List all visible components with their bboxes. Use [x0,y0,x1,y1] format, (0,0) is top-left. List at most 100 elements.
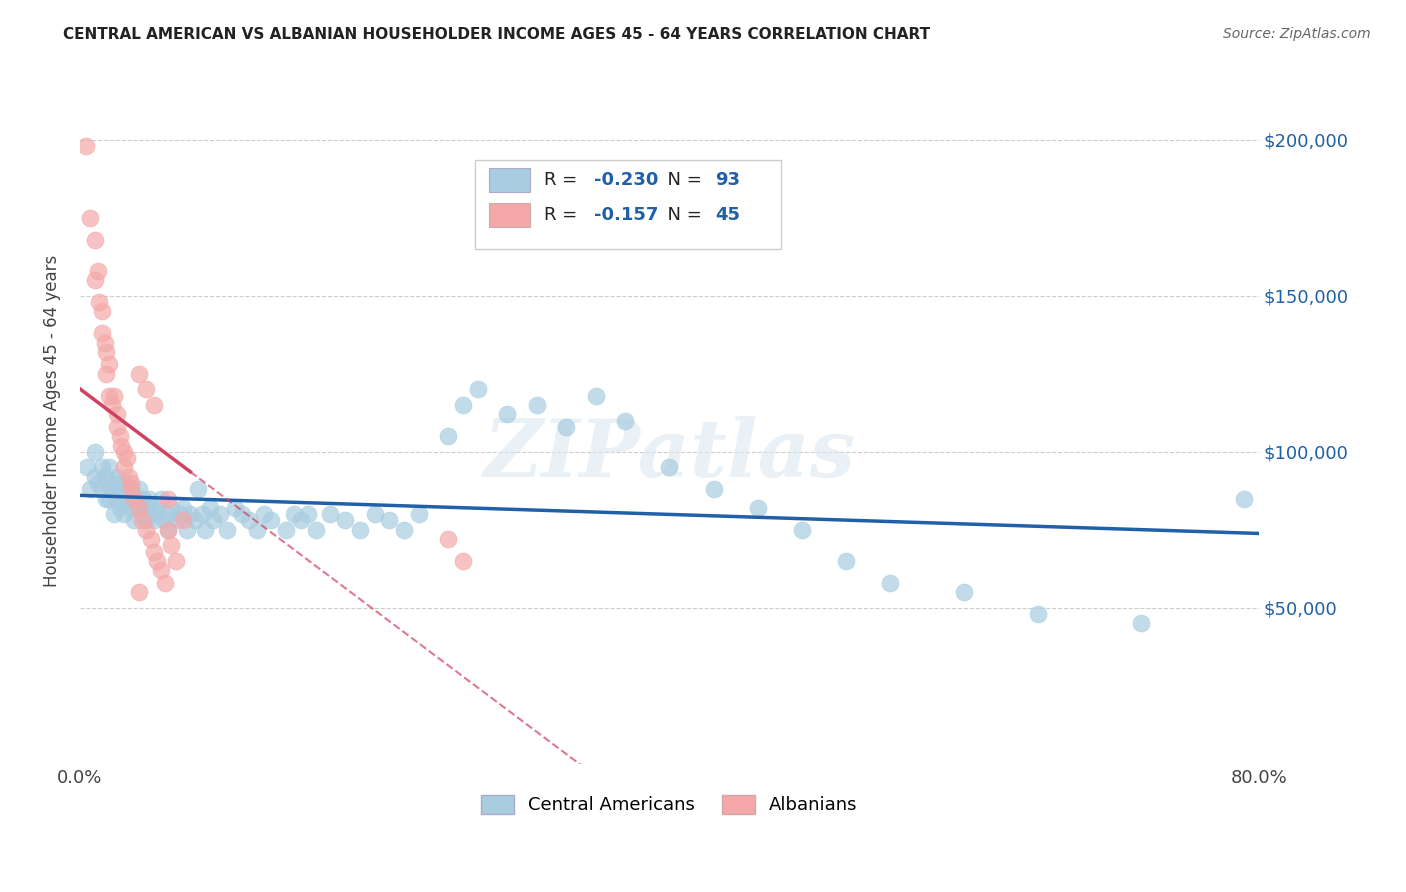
Point [1026,607,1049,621]
Point [105,476,128,491]
Point [157,507,180,521]
Point [135,513,157,527]
Text: N =: N = [657,206,707,224]
Point [96,367,118,381]
Point [112,491,135,506]
Point [112,460,135,475]
Point [201,513,224,527]
Point [176,523,198,537]
Point [835,554,858,568]
Point [83,273,105,287]
Point [128,483,150,497]
Point [149,491,172,506]
Point [953,585,976,599]
Point [128,585,150,599]
Point [172,513,194,527]
Point [437,429,460,443]
Point [153,513,176,527]
Point [160,538,183,552]
Point [208,507,231,521]
Point [238,513,260,527]
Text: ZIPatlas: ZIPatlas [484,417,855,493]
Point [98,389,121,403]
Point [91,326,114,341]
Point [131,507,153,521]
Point [217,523,239,537]
Point [117,470,139,484]
Text: CENTRAL AMERICAN VS ALBANIAN HOUSEHOLDER INCOME AGES 45 - 64 YEARS CORRELATION C: CENTRAL AMERICAN VS ALBANIAN HOUSEHOLDER… [63,27,931,42]
Point [112,445,135,459]
Point [124,491,146,506]
Point [149,563,172,577]
Point [165,513,187,527]
Point [392,523,415,537]
Point [305,523,328,537]
FancyBboxPatch shape [489,202,530,227]
Point [101,398,124,412]
Point [91,304,114,318]
Point [139,507,162,521]
Point [86,264,108,278]
Point [83,233,105,247]
Point [112,507,135,521]
Point [79,211,101,225]
Point [160,500,183,515]
Point [276,523,298,537]
Point [138,491,160,506]
Point [98,476,121,491]
Point [363,507,385,521]
Text: R =: R = [544,171,583,189]
Point [333,513,356,527]
Point [135,523,157,537]
Text: 93: 93 [716,171,741,189]
Point [191,507,214,521]
Text: Source: ZipAtlas.com: Source: ZipAtlas.com [1223,27,1371,41]
Point [120,483,142,497]
Point [253,507,276,521]
Point [83,445,105,459]
Point [585,389,607,403]
Point [246,523,269,537]
Point [437,532,460,546]
Text: -0.157: -0.157 [593,206,658,224]
Point [128,367,150,381]
Point [87,295,110,310]
Point [135,383,157,397]
Point [117,491,139,506]
Point [172,500,194,515]
Text: -0.230: -0.230 [593,171,658,189]
Point [451,398,474,412]
Point [142,398,165,412]
Point [131,513,153,527]
Point [157,523,180,537]
Point [128,500,150,515]
Point [142,513,165,527]
Point [86,476,108,491]
Point [110,483,132,497]
Point [91,483,114,497]
Point [112,476,135,491]
Point [319,507,342,521]
Legend: Central Americans, Albanians: Central Americans, Albanians [472,786,866,823]
Point [187,483,209,497]
Point [101,483,124,497]
Point [184,513,207,527]
Point [76,460,98,475]
Point [879,575,901,590]
Point [125,491,148,506]
Text: N =: N = [657,171,707,189]
Point [1129,616,1152,631]
Point [115,451,138,466]
Point [79,483,101,497]
Point [408,507,430,521]
Point [110,439,132,453]
Point [145,554,167,568]
Point [224,500,246,515]
Point [139,532,162,546]
Point [83,470,105,484]
Point [290,513,312,527]
FancyBboxPatch shape [475,160,782,249]
Point [96,345,118,359]
Point [98,358,121,372]
Point [165,554,187,568]
